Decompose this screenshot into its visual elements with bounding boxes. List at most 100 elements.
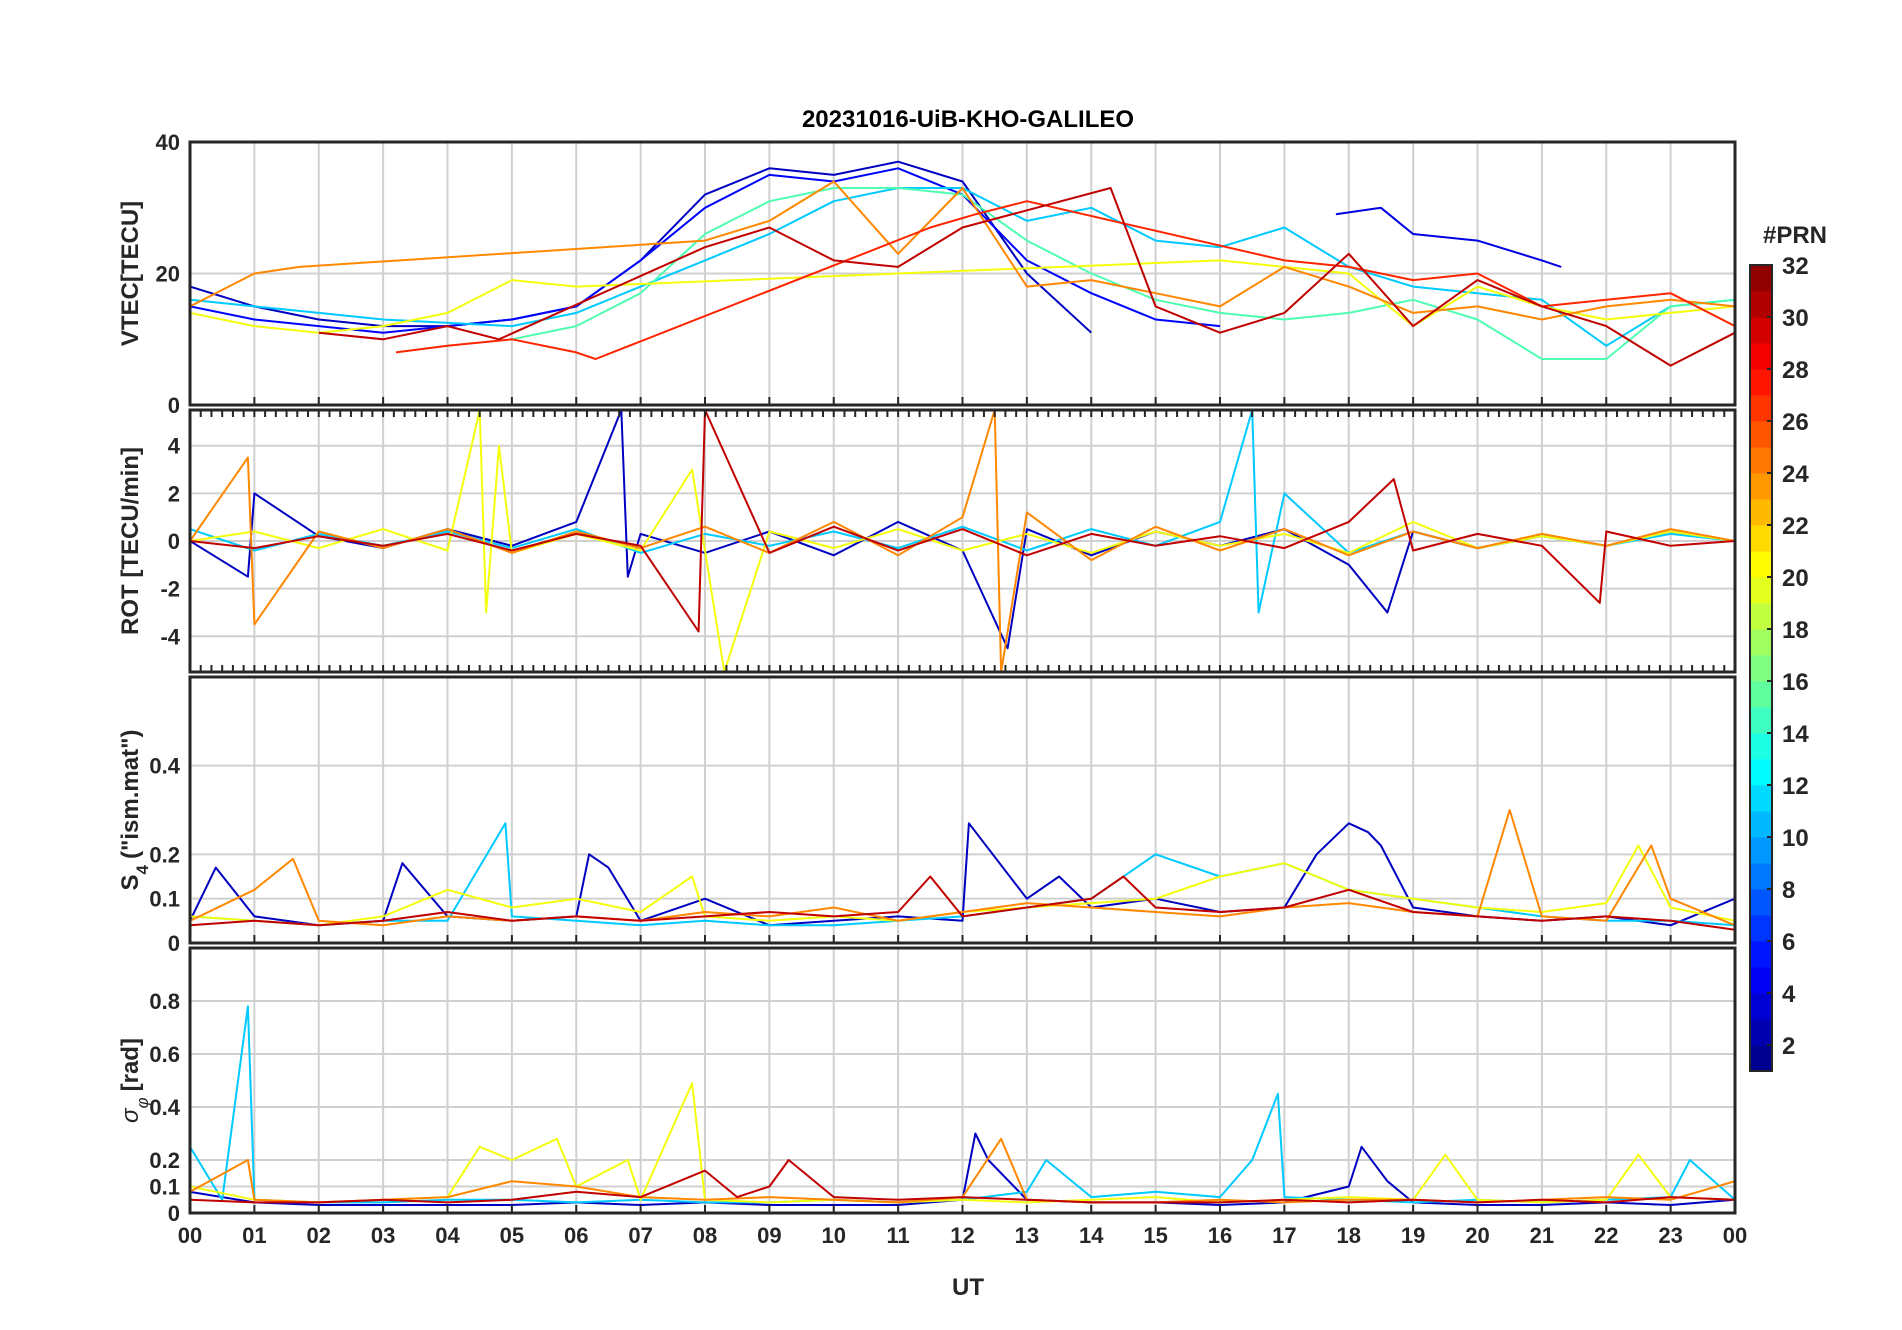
- x-tick-label: 14: [1079, 1223, 1104, 1248]
- panel-ROT: -4 -2 0 2 4 ROT [TECU/min]: [117, 408, 1737, 674]
- x-tick-label: 18: [1337, 1223, 1361, 1248]
- series-line-prn-20: [190, 410, 1735, 672]
- x-tick-label: 23: [1658, 1223, 1682, 1248]
- x-tick-label: 15: [1143, 1223, 1167, 1248]
- x-tick-label: 22: [1594, 1223, 1618, 1248]
- series-line-prn-3: [190, 1132, 1735, 1206]
- colorbar-segment: [1750, 551, 1772, 578]
- colorbar-tick-label: 30: [1782, 305, 1809, 332]
- colorbar-tick-label: 4: [1782, 981, 1796, 1008]
- colorbar-segment: [1750, 733, 1772, 760]
- colorbar-segment: [1750, 863, 1772, 890]
- x-tick-label: 09: [757, 1223, 781, 1248]
- colorbar-segment: [1750, 707, 1772, 734]
- colorbar-tick-label: 28: [1782, 357, 1809, 384]
- x-tick-label: 11: [886, 1223, 909, 1248]
- panel-VTEC: 0 20 40 VTEC[TECU]: [117, 130, 1737, 418]
- x-tick-label: 01: [242, 1223, 266, 1248]
- series-line-prn-30: [190, 1159, 1735, 1204]
- y-tick-label: 0.4: [149, 754, 180, 779]
- colorbar-frame: [1749, 264, 1773, 1072]
- x-tick-label: 05: [500, 1223, 524, 1248]
- y-axis-label-sigma_phi: σφ[rad]: [117, 1038, 152, 1123]
- series-line-prn-27: [395, 200, 1735, 360]
- panel-S4: 0 0.1 0.2 0.4S4("ism.mat"): [117, 675, 1737, 956]
- x-tick-label: 21: [1530, 1223, 1554, 1248]
- chart-title: 20231016-UiB-KHO-GALILEO: [802, 106, 1134, 133]
- panel-sigma_phi: 00.10.2 0.4 0.6 0.8 σφ[rad]: [117, 946, 1737, 1226]
- x-tick-label: 00: [178, 1223, 202, 1248]
- y-tick-label: 0.4: [149, 1095, 180, 1120]
- y-tick-label: 0.1: [149, 1175, 180, 1200]
- y-tick-label: 0.2: [149, 1148, 180, 1173]
- series-line-prn-4: [1335, 206, 1562, 268]
- x-tick-label: 07: [628, 1223, 652, 1248]
- x-tick-label: 00: [1723, 1223, 1747, 1248]
- colorbar-segment: [1750, 811, 1772, 838]
- colorbar-tick-label: 22: [1782, 513, 1809, 540]
- colorbar-segment: [1750, 473, 1772, 500]
- colorbar-segment: [1750, 603, 1772, 630]
- colorbar-tick-label: 24: [1782, 461, 1809, 488]
- colorbar-segment: [1750, 915, 1772, 942]
- x-tick-label: 17: [1272, 1223, 1296, 1248]
- colorbar-tick-label: 16: [1782, 669, 1809, 696]
- colorbar-segment: [1750, 785, 1772, 812]
- y-tick-label: -4: [160, 624, 180, 649]
- y-tick-label: 0: [168, 393, 180, 418]
- x-axis: 00 01 02 03 04 05 06 07 08 09 10 11 12 13 14 15 16 17 18 19…: [178, 1223, 1747, 1248]
- colorbar-segment: [1750, 1019, 1772, 1046]
- y-tick-label: 0.1: [149, 887, 180, 912]
- colorbar-label: #PRN: [1763, 222, 1827, 249]
- x-tick-label: 06: [564, 1223, 588, 1248]
- colorbar-tick-label: 12: [1782, 773, 1809, 800]
- series-line-prn-24: [190, 180, 1735, 321]
- x-tick-label: 16: [1208, 1223, 1232, 1248]
- y-tick-label: -2: [160, 577, 180, 602]
- x-tick-label: 20: [1465, 1223, 1489, 1248]
- x-tick-label: 12: [950, 1223, 974, 1248]
- colorbar-segment: [1750, 759, 1772, 786]
- x-tick-label: 04: [435, 1223, 460, 1248]
- series-line-prn-30: [318, 187, 1735, 367]
- colorbar-tick-label: 26: [1782, 409, 1809, 436]
- y-tick-label: 0.2: [149, 842, 180, 867]
- colorbar-segment: [1750, 941, 1772, 968]
- colorbar-tick-label: 32: [1782, 253, 1809, 280]
- colorbar-segment: [1750, 447, 1772, 474]
- colorbar-segment: [1750, 265, 1772, 292]
- y-tick-label: 0: [168, 1201, 180, 1226]
- y-axis-label-VTEC: VTEC[TECU]: [117, 201, 144, 346]
- colorbar-tick-label: 18: [1782, 617, 1809, 644]
- colorbar-segment: [1750, 421, 1772, 448]
- y-axis-label-S4: S4("ism.mat"): [117, 730, 152, 891]
- y-tick-label: 40: [156, 130, 180, 155]
- x-tick-label: 03: [371, 1223, 395, 1248]
- y-tick-label: 0: [168, 931, 180, 956]
- y-tick-label: 2: [168, 481, 180, 506]
- colorbar-tick-label: 2: [1782, 1033, 1795, 1060]
- colorbar-segment: [1750, 1045, 1772, 1072]
- x-tick-label: 10: [822, 1223, 846, 1248]
- series-line-prn-3: [190, 822, 1735, 927]
- colorbar-segment: [1750, 343, 1772, 370]
- colorbar-segment: [1750, 525, 1772, 552]
- y-tick-label: 0.8: [149, 989, 180, 1014]
- colorbar-segment: [1750, 993, 1772, 1020]
- y-axis-label-ROT: ROT [TECU/min]: [117, 447, 144, 635]
- colorbar-tick-label: 10: [1782, 825, 1809, 852]
- colorbar-tick-label: 8: [1782, 877, 1795, 904]
- colorbar-segment: [1750, 499, 1772, 526]
- y-tick-label: 0: [168, 529, 180, 554]
- y-tick-label: 4: [168, 434, 181, 459]
- x-tick-label: 02: [307, 1223, 331, 1248]
- x-axis-label: UT: [952, 1274, 984, 1301]
- colorbar-segment: [1750, 967, 1772, 994]
- colorbar-segment: [1750, 317, 1772, 344]
- series-line-prn-30: [190, 875, 1735, 931]
- colorbar-segment: [1750, 681, 1772, 708]
- colorbar-tick-label: 6: [1782, 929, 1795, 956]
- series-line-prn-11: [190, 187, 1735, 347]
